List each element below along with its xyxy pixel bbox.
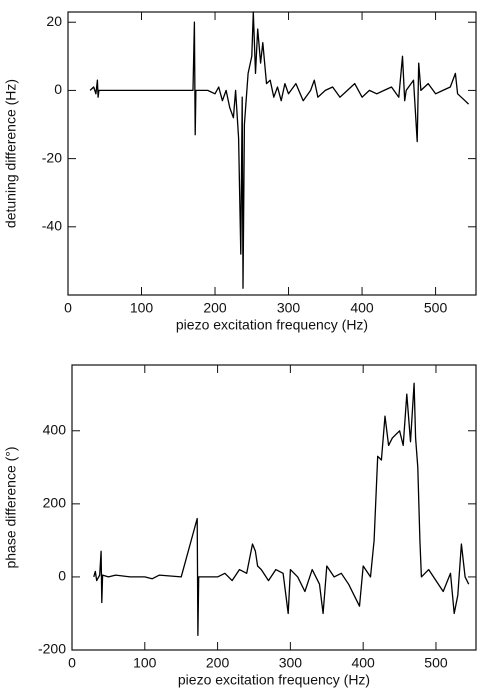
y-tick-label: 400 xyxy=(43,421,67,437)
x-tick-label: 300 xyxy=(277,300,301,316)
x-tick-label: 400 xyxy=(350,300,374,316)
x-tick-label: 200 xyxy=(206,655,230,671)
x-axis-label: piezo excitation frequency (Hz) xyxy=(178,672,370,688)
x-tick-label: 200 xyxy=(203,300,227,316)
y-tick-label: -40 xyxy=(42,218,62,234)
y-axis-label: detuning difference (Hz) xyxy=(3,79,19,228)
data-line xyxy=(89,11,470,289)
plot-frame xyxy=(67,11,477,296)
y-tick-label: 200 xyxy=(43,495,67,511)
plot-frame xyxy=(71,364,477,651)
y-tick-label: 0 xyxy=(54,81,62,97)
data-line xyxy=(93,382,470,637)
x-tick-label: 0 xyxy=(68,655,76,671)
y-tick-label: -20 xyxy=(42,149,62,165)
y-tick-label: 20 xyxy=(46,13,62,29)
x-tick-label: 300 xyxy=(279,655,303,671)
x-tick-label: 100 xyxy=(133,655,157,671)
x-axis-label: piezo excitation frequency (Hz) xyxy=(176,317,368,333)
x-tick-label: 0 xyxy=(64,300,72,316)
y-axis-label: phase difference (°) xyxy=(3,446,19,568)
x-tick-label: 500 xyxy=(424,655,448,671)
x-tick-label: 100 xyxy=(130,300,154,316)
y-tick-label: -200 xyxy=(38,641,66,657)
y-tick-label: 0 xyxy=(58,568,66,584)
x-tick-label: 400 xyxy=(351,655,375,671)
x-tick-label: 500 xyxy=(424,300,448,316)
